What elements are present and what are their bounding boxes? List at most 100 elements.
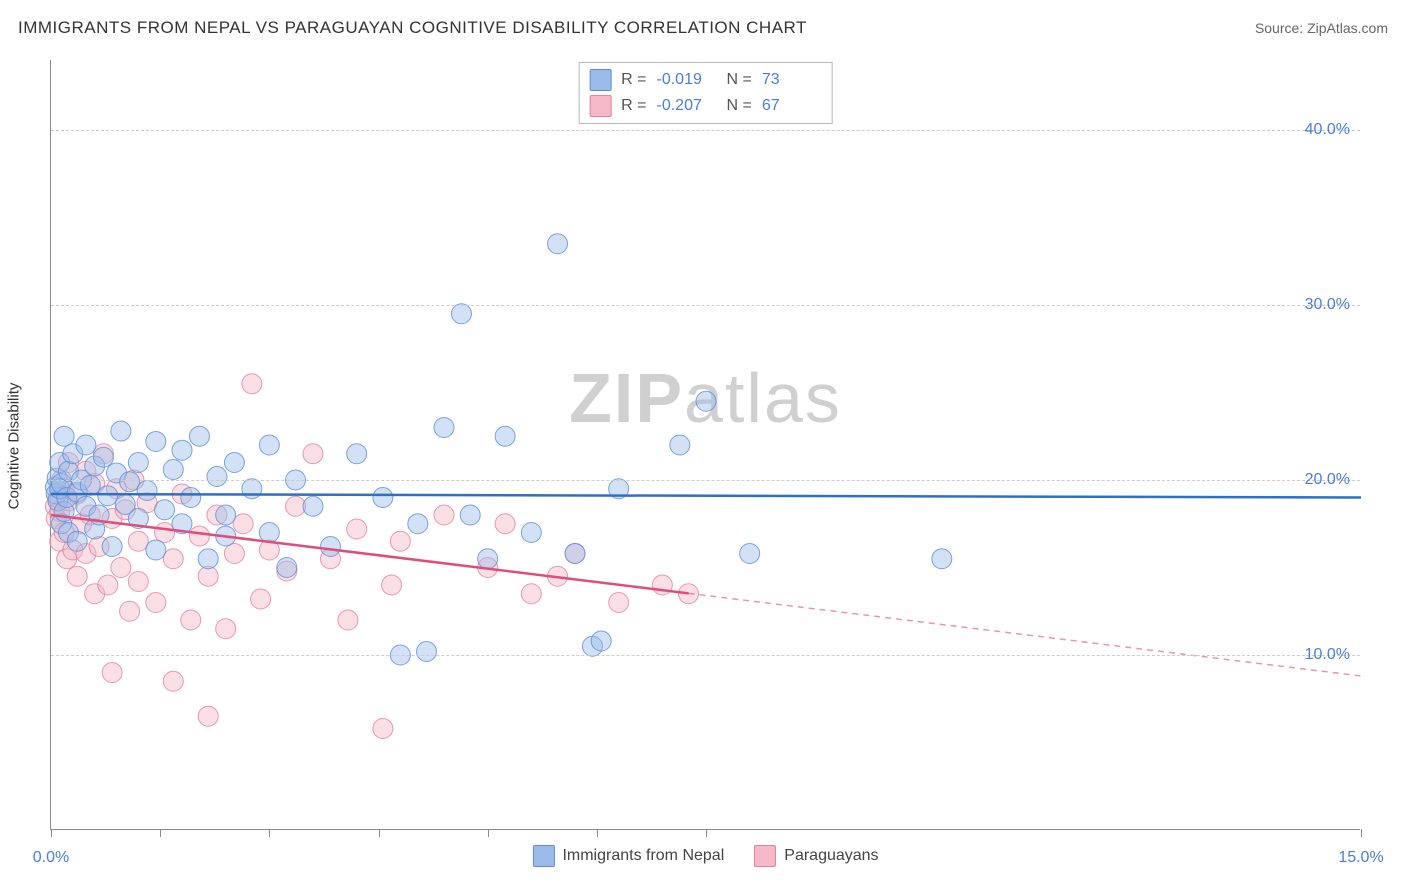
stats-row-paraguayan: R = -0.207 N = 67 xyxy=(589,93,822,119)
source-attribution: Source: ZipAtlas.com xyxy=(1255,20,1388,36)
scatter-point xyxy=(181,610,201,630)
scatter-point xyxy=(320,537,340,557)
regression-line-extrapolated xyxy=(689,593,1361,676)
y-tick-label: 20.0% xyxy=(1305,471,1350,489)
scatter-point xyxy=(338,610,358,630)
scatter-point xyxy=(495,514,515,534)
scatter-point xyxy=(434,418,454,438)
scatter-point xyxy=(198,549,218,569)
scatter-point xyxy=(478,549,498,569)
n-label-0: N = xyxy=(727,71,752,89)
scatter-point xyxy=(521,584,541,604)
legend-item-nepal: Immigrants from Nepal xyxy=(532,845,724,867)
scatter-point xyxy=(120,472,140,492)
scatter-point xyxy=(521,523,541,543)
scatter-point xyxy=(155,500,175,520)
scatter-point xyxy=(120,601,140,621)
scatter-point xyxy=(155,523,175,543)
scatter-point xyxy=(67,566,87,586)
x-tick xyxy=(269,829,270,837)
gridline xyxy=(51,130,1360,131)
scatter-point xyxy=(303,496,323,516)
scatter-point xyxy=(111,421,131,441)
scatter-point xyxy=(163,671,183,691)
gridline xyxy=(51,480,1360,481)
n-label-1: N = xyxy=(727,97,752,115)
swatch-paraguayan xyxy=(589,95,611,117)
scatter-point xyxy=(740,544,760,564)
n-value-0: 73 xyxy=(762,71,822,89)
scatter-point xyxy=(67,531,87,551)
scatter-point xyxy=(408,514,428,534)
x-tick xyxy=(488,829,489,837)
scatter-point xyxy=(102,663,122,683)
scatter-point xyxy=(163,460,183,480)
scatter-point xyxy=(696,391,716,411)
y-tick-label: 10.0% xyxy=(1305,646,1350,664)
x-tick-label: 15.0% xyxy=(1338,849,1383,867)
scatter-point xyxy=(932,549,952,569)
scatter-point xyxy=(216,619,236,639)
x-tick xyxy=(706,829,707,837)
scatter-point xyxy=(347,519,367,539)
scatter-point xyxy=(189,526,209,546)
scatter-point xyxy=(591,631,611,651)
scatter-point xyxy=(102,537,122,557)
scatter-point xyxy=(189,426,209,446)
x-tick xyxy=(160,829,161,837)
scatter-point xyxy=(172,440,192,460)
scatter-point xyxy=(548,234,568,254)
scatter-point xyxy=(233,514,253,534)
scatter-point xyxy=(128,453,148,473)
scatter-point xyxy=(303,444,323,464)
scatter-point xyxy=(98,575,118,595)
r-label-0: R = xyxy=(621,71,646,89)
scatter-point xyxy=(93,447,113,467)
x-tick xyxy=(379,829,380,837)
x-tick xyxy=(51,829,52,837)
scatter-point xyxy=(128,531,148,551)
stats-row-nepal: R = -0.019 N = 73 xyxy=(589,67,822,93)
plot-area: ZIPatlas R = -0.019 N = 73 R = -0.207 N … xyxy=(50,60,1360,830)
scatter-point xyxy=(434,505,454,525)
scatter-point xyxy=(373,488,393,508)
r-label-1: R = xyxy=(621,97,646,115)
r-value-1: -0.207 xyxy=(657,97,717,115)
scatter-point xyxy=(670,435,690,455)
r-value-0: -0.019 xyxy=(657,71,717,89)
scatter-point xyxy=(98,486,118,506)
y-tick-label: 30.0% xyxy=(1305,296,1350,314)
stats-legend: R = -0.019 N = 73 R = -0.207 N = 67 xyxy=(578,62,833,124)
scatter-point xyxy=(146,540,166,560)
scatter-point xyxy=(390,531,410,551)
scatter-point xyxy=(224,544,244,564)
scatter-point xyxy=(417,642,437,662)
scatter-point xyxy=(242,374,262,394)
scatter-point xyxy=(128,572,148,592)
title-bar: IMMIGRANTS FROM NEPAL VS PARAGUAYAN COGN… xyxy=(18,18,1388,38)
scatter-point xyxy=(609,593,629,613)
legend-label-nepal: Immigrants from Nepal xyxy=(562,847,724,865)
scatter-point xyxy=(198,706,218,726)
scatter-point xyxy=(259,435,279,455)
scatter-point xyxy=(111,558,131,578)
scatter-point xyxy=(259,523,279,543)
scatter-point xyxy=(251,589,271,609)
x-tick xyxy=(1361,829,1362,837)
scatter-point xyxy=(277,558,297,578)
scatter-point xyxy=(382,575,402,595)
legend-swatch-nepal xyxy=(532,845,554,867)
scatter-point xyxy=(54,426,74,446)
scatter-point xyxy=(565,544,585,564)
series-legend: Immigrants from Nepal Paraguayans xyxy=(532,845,878,867)
scatter-point xyxy=(451,304,471,324)
legend-item-paraguayan: Paraguayans xyxy=(754,845,878,867)
scatter-point xyxy=(495,426,515,446)
scatter-point xyxy=(80,475,100,495)
legend-label-paraguayan: Paraguayans xyxy=(784,847,878,865)
scatter-point xyxy=(347,444,367,464)
scatter-point xyxy=(137,481,157,501)
x-tick xyxy=(597,829,598,837)
scatter-point xyxy=(224,453,244,473)
y-tick-label: 40.0% xyxy=(1305,121,1350,139)
